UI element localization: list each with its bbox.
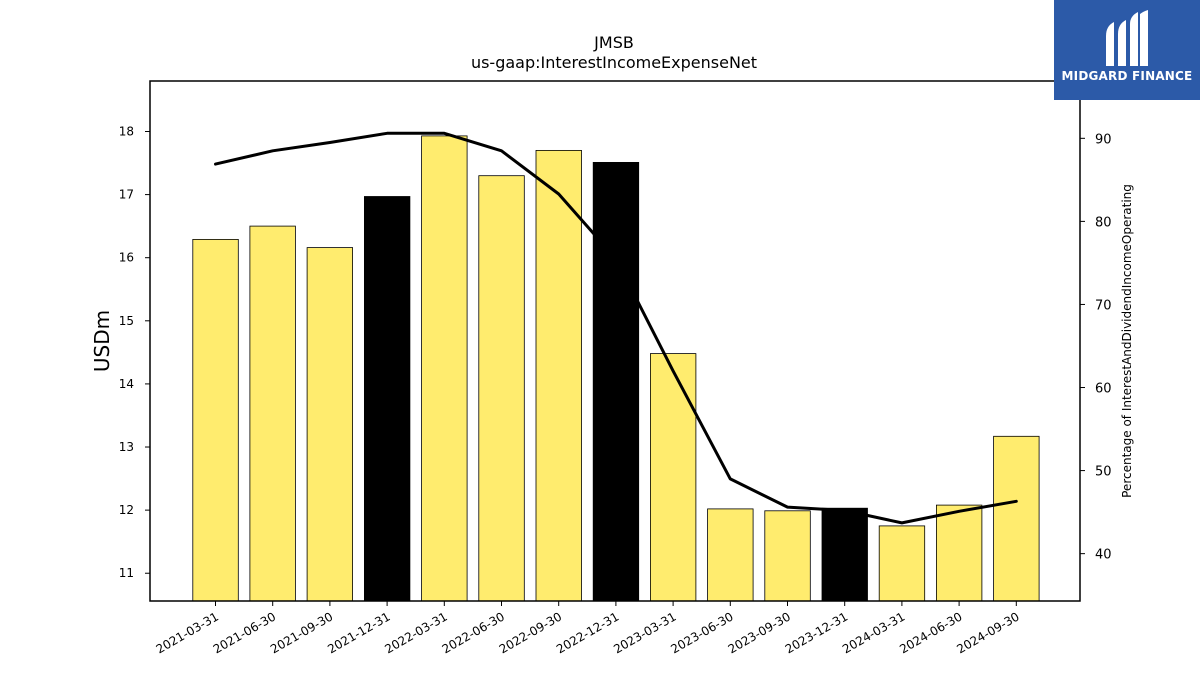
- bar-2022-09-30: [535, 149, 582, 602]
- left-axis: 11 12 13 14 15 16 17 18: [119, 124, 150, 580]
- x-tick-label: 2021-03-31: [154, 609, 221, 656]
- logo-mark-icon: [1106, 10, 1148, 66]
- x-tick-label: 2022-09-30: [497, 609, 564, 656]
- bar-2021-09-30: [306, 247, 354, 602]
- right-axis: 40 50 60 70 80 90: [1080, 132, 1112, 563]
- brand-logo: MIDGARD FINANCE: [1054, 0, 1200, 100]
- percentage-line: [214, 131, 1018, 525]
- left-tick-label: 18: [119, 124, 134, 138]
- right-tick-label: 50: [1095, 465, 1112, 480]
- right-axis-label: Percentage of InterestAndDividendIncomeO…: [1120, 184, 1134, 498]
- x-tick-label: 2021-06-30: [211, 609, 278, 656]
- left-tick-label: 14: [119, 377, 134, 391]
- bar-2022-06-30: [478, 175, 525, 602]
- x-tick-label: 2023-06-30: [668, 609, 735, 656]
- bar-2024-06-30: [936, 504, 983, 602]
- right-tick-label: 90: [1095, 132, 1112, 147]
- left-tick-label: 12: [119, 503, 134, 517]
- left-axis-label: USDm: [90, 310, 114, 372]
- left-tick-label: 13: [119, 440, 134, 454]
- right-tick-label: 60: [1095, 382, 1112, 397]
- x-tick-label: 2023-09-30: [726, 609, 793, 656]
- logo-text: MIDGARD FINANCE: [1061, 69, 1193, 83]
- bar-2023-06-30: [707, 508, 754, 602]
- bar-2023-09-30: [764, 510, 811, 602]
- x-axis: 2021-03-312021-06-302021-09-302021-12-31…: [154, 601, 1022, 656]
- x-tick-label: 2022-06-30: [440, 609, 507, 656]
- left-tick-label: 17: [119, 188, 134, 202]
- left-tick-label: 16: [119, 251, 134, 265]
- x-tick-label: 2024-03-31: [840, 609, 907, 656]
- bar-2021-06-30: [249, 225, 296, 602]
- x-tick-label: 2021-09-30: [268, 609, 335, 656]
- right-tick-label: 70: [1095, 298, 1112, 313]
- x-tick-label: 2023-03-31: [611, 609, 678, 656]
- left-tick-label: 15: [119, 314, 134, 328]
- line-series: [214, 131, 1018, 525]
- right-tick-label: 40: [1095, 548, 1112, 563]
- x-tick-label: 2022-03-31: [382, 609, 449, 656]
- bar-2024-03-31: [878, 525, 926, 602]
- bar-2021-03-31: [192, 238, 239, 602]
- bar-2023-12-31: [821, 507, 868, 602]
- bar-2022-03-31: [421, 135, 468, 602]
- x-tick-label: 2024-09-30: [954, 609, 1021, 656]
- chart-title: JMSB: [593, 33, 634, 52]
- bar-series: [192, 135, 1040, 602]
- bar-2023-03-31: [650, 353, 697, 602]
- bar-2021-12-31: [363, 196, 411, 602]
- left-tick-label: 11: [119, 566, 134, 580]
- chart-subtitle: us-gaap:InterestIncomeExpenseNet: [471, 53, 757, 72]
- x-tick-label: 2023-12-31: [783, 609, 850, 656]
- x-tick-label: 2024-06-30: [897, 609, 964, 656]
- right-tick-label: 80: [1095, 215, 1112, 230]
- x-tick-label: 2022-12-31: [554, 609, 621, 656]
- bar-2024-09-30: [993, 435, 1040, 602]
- bar-2022-12-31: [592, 161, 640, 602]
- plot-frame: [149, 80, 1081, 602]
- x-tick-label: 2021-12-31: [325, 609, 392, 656]
